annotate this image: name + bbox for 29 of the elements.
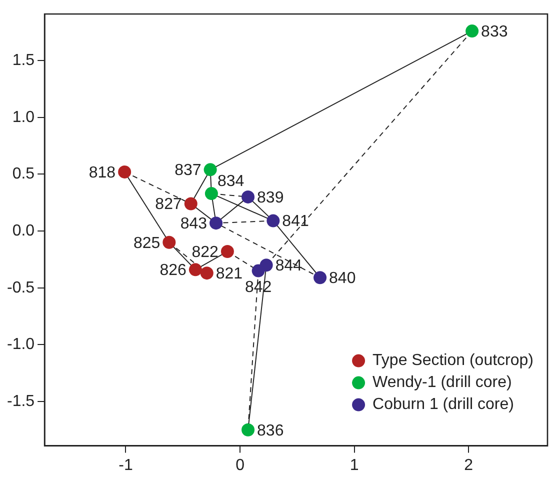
annotation: 827	[155, 196, 182, 214]
x-tick-label: -1	[118, 456, 133, 474]
annotation: 825	[133, 234, 160, 252]
y-tick-label: 0.5	[12, 166, 35, 183]
annotation: 833	[481, 23, 508, 40]
legend-label: Wendy-1 (drill core)	[372, 374, 512, 392]
annotation: 821	[216, 265, 243, 282]
annotation: 834	[217, 172, 244, 190]
y-tick-label: 1.0	[12, 108, 35, 126]
y-tick-label: -1.5	[6, 392, 35, 410]
annotation: 837	[174, 162, 202, 180]
y-tick-label: 0.0	[12, 222, 35, 240]
annotation: 818	[88, 164, 116, 182]
x-tick-label: 0	[236, 456, 245, 474]
annotation: 826	[160, 262, 187, 280]
annotation: 843	[180, 215, 208, 232]
annotation: 839	[257, 189, 284, 206]
y-tick-label: -1.0	[6, 336, 35, 354]
legend-label: Type Section (outcrop)	[372, 352, 534, 370]
annotation: 822	[192, 244, 219, 261]
annotation: 836	[257, 422, 284, 440]
annotation: 841	[282, 213, 309, 230]
y-tick-label: 1.5	[12, 52, 35, 69]
legend-label: Coburn 1 (drill core)	[372, 396, 514, 414]
x-tick-label: 2	[464, 456, 474, 474]
y-tick-label: -0.5	[6, 279, 35, 296]
x-tick-label: 1	[350, 456, 359, 474]
annotation: 844	[275, 258, 302, 275]
annotation: 840	[329, 270, 356, 288]
